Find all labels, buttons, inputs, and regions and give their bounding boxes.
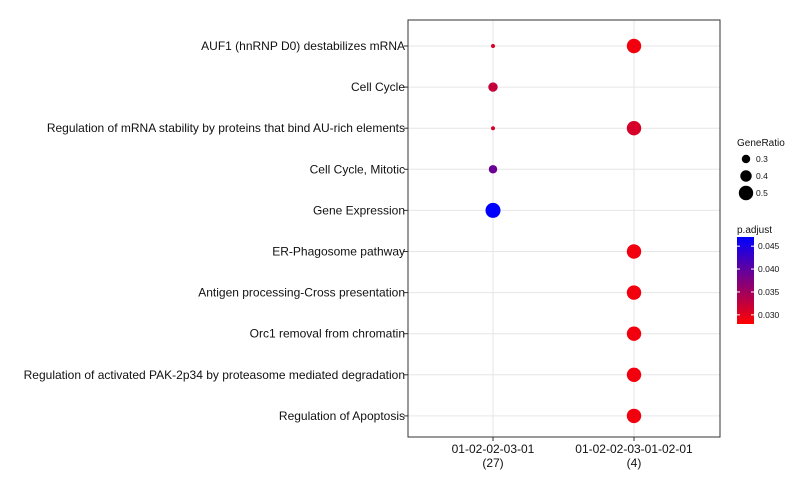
data-point <box>626 367 642 382</box>
y-tick-label: Regulation of activated PAK-2p34 by prot… <box>24 368 405 382</box>
data-point <box>626 285 642 300</box>
x-tick-label: 01-02-02-03-01-02-01 <box>575 442 693 456</box>
y-tick-label: Regulation of Apoptosis <box>279 409 405 423</box>
plot-border <box>407 19 721 438</box>
data-point <box>491 44 495 48</box>
size-legend-key <box>740 170 752 182</box>
size-legend: GeneRatio 0.3 0.4 0.5 <box>737 138 785 201</box>
size-legend-key <box>741 154 751 164</box>
size-legend-title: GeneRatio <box>737 138 785 149</box>
color-legend-label: 0.030 <box>758 310 780 320</box>
y-tick-label: ER-Phagosome pathway <box>272 245 405 259</box>
y-tick-label: Cell Cycle <box>351 80 405 94</box>
size-legend-key <box>738 185 754 201</box>
size-legend-label: 0.4 <box>756 171 768 181</box>
data-point <box>626 408 642 424</box>
size-legend-label: 0.5 <box>756 188 768 198</box>
y-tick-label: Cell Cycle, Mitotic <box>310 162 405 176</box>
color-legend-label: 0.040 <box>758 264 780 274</box>
x-tick-count-label: (4) <box>627 456 642 470</box>
y-tick-label: Orc1 removal from chromatin <box>250 327 405 341</box>
data-point <box>626 121 642 136</box>
data-point <box>485 202 501 218</box>
color-legend: p.adjust 0.045 0.040 0.035 0.030 <box>737 225 780 324</box>
color-legend-label: 0.035 <box>758 287 780 297</box>
y-tick-label: Antigen processing-Cross presentation <box>198 286 405 300</box>
data-point <box>488 165 498 174</box>
data-points <box>485 38 642 424</box>
color-legend-bar <box>737 237 754 324</box>
data-point <box>626 38 642 54</box>
color-legend-label: 0.045 <box>758 241 780 251</box>
color-legend-title: p.adjust <box>737 225 772 236</box>
data-point <box>626 244 642 259</box>
data-point <box>491 126 495 131</box>
y-tick-label: Gene Expression <box>313 203 405 217</box>
plot-panel <box>407 19 721 438</box>
x-tick-count-label: (27) <box>482 456 503 470</box>
size-legend-label: 0.3 <box>756 154 768 164</box>
x-tick-label: 01-02-02-03-01 <box>452 442 535 456</box>
y-tick-label: AUF1 (hnRNP D0) destabilizes mRNA <box>201 39 405 53</box>
y-tick-label: Regulation of mRNA stability by proteins… <box>47 121 405 135</box>
plot-background <box>408 20 720 437</box>
y-axis: AUF1 (hnRNP D0) destabilizes mRNA Cell Cy… <box>24 39 408 423</box>
data-point <box>626 326 642 341</box>
data-point <box>488 82 498 92</box>
x-axis: 01-02-02-03-01(27) 01-02-02-03-01-02-01(4… <box>452 437 693 470</box>
